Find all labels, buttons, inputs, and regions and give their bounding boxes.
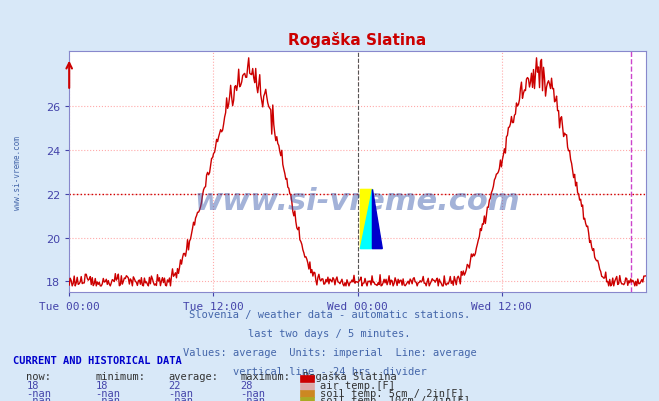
Polygon shape [360,190,372,249]
Text: minimum:: minimum: [96,371,146,381]
Text: -nan: -nan [26,388,51,398]
Text: average:: average: [168,371,218,381]
Text: last two days / 5 minutes.: last two days / 5 minutes. [248,328,411,338]
Text: www.si-vreme.com: www.si-vreme.com [194,187,521,216]
Text: 18: 18 [26,380,39,390]
Text: Values: average  Units: imperial  Line: average: Values: average Units: imperial Line: av… [183,347,476,357]
Text: 18: 18 [96,380,108,390]
Text: CURRENT AND HISTORICAL DATA: CURRENT AND HISTORICAL DATA [13,355,182,365]
Text: -nan: -nan [241,395,266,401]
Text: -nan: -nan [241,388,266,398]
Text: -nan: -nan [96,388,121,398]
Text: Slovenia / weather data - automatic stations.: Slovenia / weather data - automatic stat… [189,309,470,319]
Text: www.si-vreme.com: www.si-vreme.com [13,136,22,209]
Text: Rogaška Slatina: Rogaška Slatina [303,371,397,381]
Text: 28: 28 [241,380,253,390]
Text: vertical line - 24 hrs  divider: vertical line - 24 hrs divider [233,367,426,377]
Text: now:: now: [26,371,51,381]
Text: soil temp. 10cm / 4in[F]: soil temp. 10cm / 4in[F] [320,395,470,401]
Text: soil temp. 5cm / 2in[F]: soil temp. 5cm / 2in[F] [320,388,463,398]
Text: 22: 22 [168,380,181,390]
Text: -nan: -nan [26,395,51,401]
Text: -nan: -nan [168,395,193,401]
Polygon shape [360,190,372,249]
Text: -nan: -nan [96,395,121,401]
Text: air temp.[F]: air temp.[F] [320,380,395,390]
Title: Rogaška Slatina: Rogaška Slatina [289,32,426,48]
Text: maximum:: maximum: [241,371,291,381]
Text: -nan: -nan [168,388,193,398]
Polygon shape [372,190,382,249]
